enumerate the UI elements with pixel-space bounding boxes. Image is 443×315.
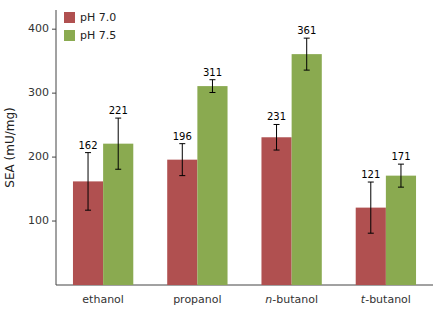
data-label: 196: [173, 131, 192, 142]
error-bar: [85, 153, 91, 211]
error-bar: [368, 182, 374, 233]
legend-swatch: [64, 30, 75, 41]
y-tick: [52, 221, 56, 222]
bar: [261, 137, 291, 285]
y-tick-label: 200: [28, 150, 49, 163]
chart-svg: 100 200 300 400 SEA (mU/mg) ethanol propanol n-…: [0, 0, 443, 315]
chart-root: 100 200 300 400 SEA (mU/mg) ethanol propanol n-…: [0, 0, 443, 315]
error-bar: [115, 118, 121, 169]
y-tick: [52, 29, 56, 30]
bar: [197, 86, 227, 285]
data-label: 162: [78, 140, 97, 151]
y-tick-label: 300: [28, 86, 49, 99]
y-tick-label: 100: [28, 214, 49, 227]
error-bar: [274, 124, 280, 150]
bars: [73, 38, 416, 285]
data-label: 311: [203, 67, 222, 78]
data-label: 121: [361, 169, 380, 180]
data-label: 231: [267, 111, 286, 122]
bar: [386, 176, 416, 285]
data-labels: 162 196 231 121 221 311 361 171: [78, 25, 410, 180]
error-bar: [209, 80, 215, 93]
y-axis-label: SEA (mU/mg): [3, 107, 17, 187]
x-tick-label: t-butanol: [361, 293, 411, 306]
legend-label: pH 7.0: [80, 11, 116, 24]
legend-swatch: [64, 12, 75, 23]
data-label: 361: [297, 25, 316, 36]
y-axis: 100 200 300 400: [28, 10, 56, 285]
error-bar: [398, 164, 404, 187]
y-axis-line: [56, 10, 57, 285]
legend-label: pH 7.5: [80, 29, 116, 42]
y-tick-label: 400: [28, 22, 49, 35]
data-label: 221: [109, 105, 128, 116]
y-tick: [52, 93, 56, 94]
error-bar: [179, 144, 185, 176]
x-tick-label: n-butanol: [265, 293, 318, 306]
x-tick-label: propanol: [173, 293, 221, 306]
bar: [292, 54, 322, 285]
y-tick: [52, 157, 56, 158]
error-bar: [304, 38, 310, 70]
bar: [167, 160, 197, 285]
x-axis: ethanol propanol n-butanol t-butanol: [56, 285, 433, 306]
x-tick-label: ethanol: [82, 293, 124, 306]
data-label: 171: [391, 151, 410, 162]
legend: pH 7.0 pH 7.5: [64, 11, 116, 42]
